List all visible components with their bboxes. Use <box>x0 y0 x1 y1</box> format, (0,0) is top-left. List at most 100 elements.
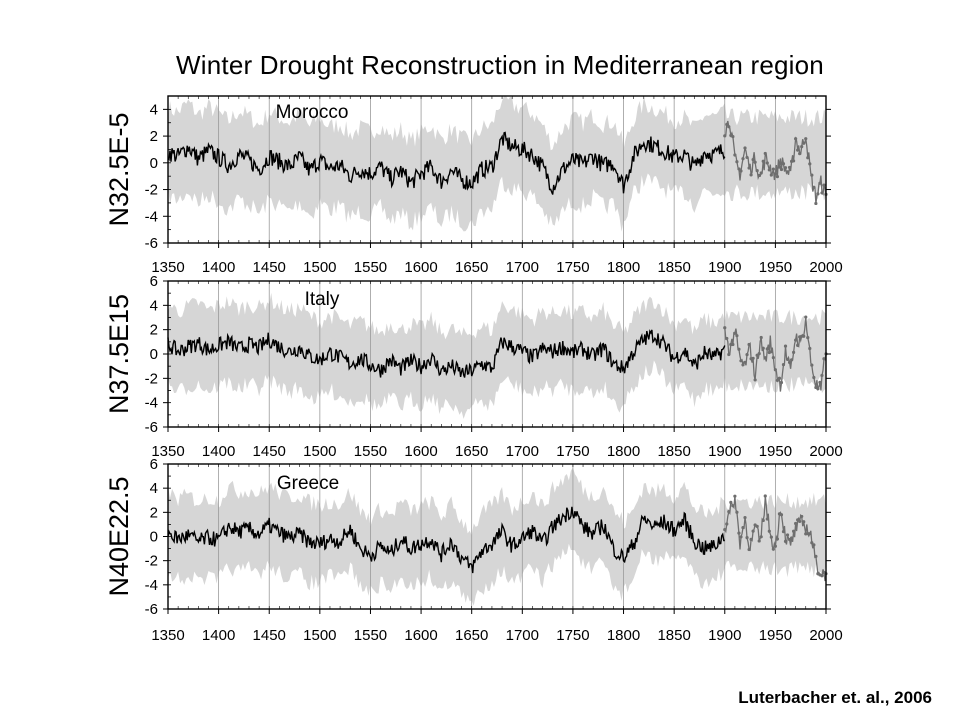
observed-point <box>741 157 745 161</box>
observed-point <box>757 351 761 356</box>
uncertainty-band <box>168 96 826 232</box>
y-tick-label: 6 <box>150 273 158 290</box>
x-tick-label: 1500 <box>303 627 336 644</box>
observed-point <box>814 201 818 206</box>
observed-point <box>792 159 796 163</box>
x-tick-label: 1850 <box>657 627 690 644</box>
observed-point <box>733 153 737 157</box>
x-tick-label: 1550 <box>354 627 387 644</box>
observed-point <box>820 574 824 578</box>
y-tick-label: -4 <box>145 395 158 412</box>
observed-point <box>725 122 729 127</box>
observed-point <box>812 185 816 189</box>
x-tick-label: 2000 <box>809 259 842 276</box>
observed-point <box>731 135 735 139</box>
observed-point <box>785 170 790 174</box>
observed-point <box>808 162 812 166</box>
observed-point <box>796 343 800 347</box>
observed-point <box>727 510 731 514</box>
observed-point <box>741 363 745 367</box>
observed-point <box>731 504 735 508</box>
observed-point <box>802 334 806 338</box>
y-axis-label: N32.5E-5 <box>104 112 134 226</box>
y-tick-label: 2 <box>150 322 158 339</box>
observed-point <box>763 151 767 156</box>
x-tick-label: 1700 <box>506 627 539 644</box>
y-tick-label: 6 <box>150 456 158 473</box>
x-tick-label: 1800 <box>607 259 640 276</box>
observed-point <box>771 356 775 360</box>
observed-point <box>759 335 763 340</box>
observed-point <box>779 513 784 517</box>
observed-point <box>761 159 765 163</box>
observed-point <box>751 356 755 360</box>
observed-point <box>765 347 769 351</box>
observed-point <box>792 529 796 533</box>
observed-point <box>765 161 769 165</box>
observed-point <box>753 378 757 382</box>
observed-point <box>787 165 792 170</box>
observed-point <box>755 168 759 173</box>
y-tick-label: -2 <box>145 182 158 199</box>
observed-point <box>763 494 767 498</box>
x-tick-label: 1750 <box>556 443 589 460</box>
observed-point <box>792 350 796 354</box>
chart-panel-greece: -6 -4 -2 0 2 4 6 1350 1400 1450 1500 1550 1600 1650 17… <box>104 456 843 644</box>
observed-point <box>769 535 773 539</box>
observed-point <box>767 529 771 533</box>
x-tick-label: 1600 <box>404 443 437 460</box>
observed-point <box>749 173 753 177</box>
x-tick-label: 1450 <box>253 259 286 276</box>
observed-point <box>755 524 759 528</box>
observed-point <box>798 152 802 156</box>
observed-point <box>808 346 812 351</box>
x-tick-label: 1650 <box>455 259 488 276</box>
observed-point <box>753 160 757 164</box>
observed-point <box>765 517 769 521</box>
x-tick-label: 1450 <box>253 443 286 460</box>
x-tick-label: 1900 <box>708 627 741 644</box>
x-tick-label: 1750 <box>556 259 589 276</box>
x-tick-label: 1700 <box>506 259 539 276</box>
observed-point <box>818 380 822 384</box>
observed-point <box>794 338 798 342</box>
reconstruction-line <box>167 506 725 574</box>
observed-point <box>779 167 784 172</box>
observed-point <box>822 183 826 187</box>
observed-point <box>781 162 786 166</box>
y-tick-label: -6 <box>145 235 158 252</box>
observed-point <box>743 515 747 520</box>
observed-point <box>785 357 790 361</box>
observed-point <box>729 500 733 504</box>
observed-point <box>777 376 782 380</box>
x-tick-label: 2000 <box>809 443 842 460</box>
x-tick-label: 1500 <box>303 443 336 460</box>
x-tick-label: 1850 <box>657 443 690 460</box>
observed-point <box>781 362 786 367</box>
observed-point <box>737 531 741 535</box>
x-tick-label: 1550 <box>354 259 387 276</box>
observed-point <box>816 387 820 391</box>
observed-point <box>751 529 755 533</box>
observed-point <box>743 360 747 364</box>
reconstruction-line <box>167 131 726 195</box>
observed-point <box>806 336 810 340</box>
y-tick-label: -6 <box>145 601 158 618</box>
observed-point <box>820 373 824 378</box>
observed-point <box>745 536 749 540</box>
observed-point <box>783 344 788 348</box>
x-tick-label: 1350 <box>151 443 184 460</box>
y-tick-label: 0 <box>150 155 158 172</box>
observed-point <box>747 342 751 347</box>
y-tick-label: -4 <box>145 208 158 225</box>
plot-frame <box>167 95 827 244</box>
observed-point <box>796 148 800 152</box>
y-tick-label: 2 <box>150 504 158 521</box>
y-tick-label: 0 <box>150 529 158 546</box>
x-tick-label: 1350 <box>151 627 184 644</box>
observed-point <box>747 166 751 170</box>
observed-point <box>761 518 765 523</box>
observed-point <box>820 191 824 195</box>
observed-point <box>739 535 743 539</box>
